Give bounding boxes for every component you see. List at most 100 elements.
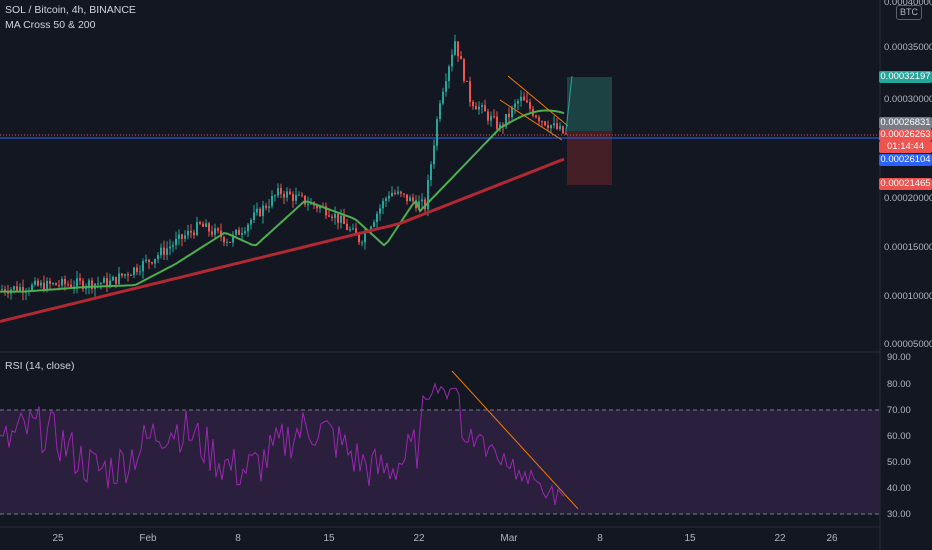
candle-body: [478, 106, 480, 110]
candle-body: [157, 255, 159, 259]
candle-body: [373, 222, 375, 227]
candle-body: [1, 289, 3, 291]
channel-lower: [499, 99, 563, 141]
candle-body: [154, 258, 156, 264]
stop-price-tag: 0.00021465: [879, 178, 932, 190]
candle-body: [109, 280, 111, 287]
candle-body: [409, 197, 411, 202]
candle-body: [544, 121, 546, 126]
price-tick: 0.00015000: [884, 242, 932, 253]
candle-body: [484, 105, 486, 112]
candle-body: [559, 126, 561, 130]
candle-body: [445, 81, 447, 92]
price-tick: 0.00005000: [884, 339, 932, 350]
candle-body: [190, 231, 192, 233]
candle-body: [511, 107, 513, 118]
candle-body: [220, 230, 222, 237]
rsi-tick: 30.00: [887, 509, 911, 520]
candle-body: [562, 126, 564, 134]
candle-body: [265, 205, 267, 208]
rsi-tick: 60.00: [887, 431, 911, 442]
candle-body: [379, 208, 381, 214]
candle-body: [70, 284, 72, 288]
candle-body: [553, 123, 555, 126]
candle-body: [115, 276, 117, 284]
candle-body: [535, 115, 537, 118]
candle-body: [241, 233, 243, 235]
candle-body: [106, 278, 108, 287]
candle-body: [412, 197, 414, 202]
candle-body: [400, 191, 402, 194]
candle-body: [16, 286, 18, 291]
candle-body: [226, 241, 228, 243]
candle-body: [193, 232, 195, 236]
ma-cross-legend[interactable]: MA Cross 50 & 200: [5, 19, 96, 31]
candle-body: [55, 283, 57, 286]
candle-body: [235, 229, 237, 235]
candle-body: [406, 194, 408, 202]
candle-body: [118, 273, 120, 284]
candle-body: [148, 259, 150, 263]
rsi-legend[interactable]: RSI (14, close): [5, 360, 75, 372]
candle-body: [433, 145, 435, 165]
candle-body: [355, 228, 357, 235]
candle-body: [385, 198, 387, 201]
candle-body: [22, 286, 24, 293]
candle-body: [187, 231, 189, 236]
price-tick: 0.00035000: [884, 42, 932, 53]
candle-body: [337, 213, 339, 223]
candle-body: [250, 219, 252, 225]
candle-body: [466, 80, 468, 82]
symbol-title[interactable]: SOL / Bitcoin, 4h, BINANCE: [5, 4, 136, 16]
candle-body: [7, 291, 9, 294]
candle-body: [490, 116, 492, 121]
candle-body: [307, 204, 309, 206]
time-tick: 26: [826, 533, 838, 544]
candle-body: [448, 66, 450, 82]
candle-body: [442, 91, 444, 104]
candle-body: [346, 223, 348, 230]
candle-body: [181, 234, 183, 239]
candle-body: [232, 234, 234, 243]
candle-body: [121, 273, 123, 276]
candle-body: [253, 212, 255, 220]
candle-body: [274, 195, 276, 197]
candle-body: [496, 116, 498, 129]
time-tick: 15: [323, 533, 335, 544]
entry-price-tag: 0.00026104: [879, 154, 932, 166]
time-tick: 22: [413, 533, 425, 544]
channel-upper: [507, 75, 569, 127]
candle-body: [550, 125, 552, 129]
candle-body: [382, 200, 384, 209]
time-tick: 8: [597, 533, 603, 544]
currency-button[interactable]: BTC: [896, 5, 922, 20]
candle-body: [418, 201, 420, 209]
candle-body: [76, 278, 78, 287]
candle-body: [100, 283, 102, 285]
candle-body: [34, 280, 36, 285]
candle-body: [334, 213, 336, 218]
ma50-line: [0, 109, 565, 293]
candle-body: [61, 278, 63, 286]
candle-body: [280, 188, 282, 194]
candle-body: [475, 106, 477, 110]
candle-body: [4, 289, 6, 292]
candle-body: [97, 283, 99, 285]
candle-body: [514, 103, 516, 108]
rsi-tick: 90.00: [887, 352, 911, 363]
candle-body: [430, 164, 432, 180]
candle-body: [388, 196, 390, 199]
candle-body: [331, 216, 333, 218]
candle-body: [139, 271, 141, 273]
candle-body: [196, 222, 198, 236]
candle-body: [301, 194, 303, 196]
candle-body: [457, 41, 459, 57]
candle-body: [103, 278, 105, 284]
candle-body: [58, 285, 60, 287]
time-tick: Feb: [139, 533, 157, 544]
projection-line: [565, 75, 573, 132]
candle-body: [427, 179, 429, 210]
candle-body: [343, 216, 345, 224]
